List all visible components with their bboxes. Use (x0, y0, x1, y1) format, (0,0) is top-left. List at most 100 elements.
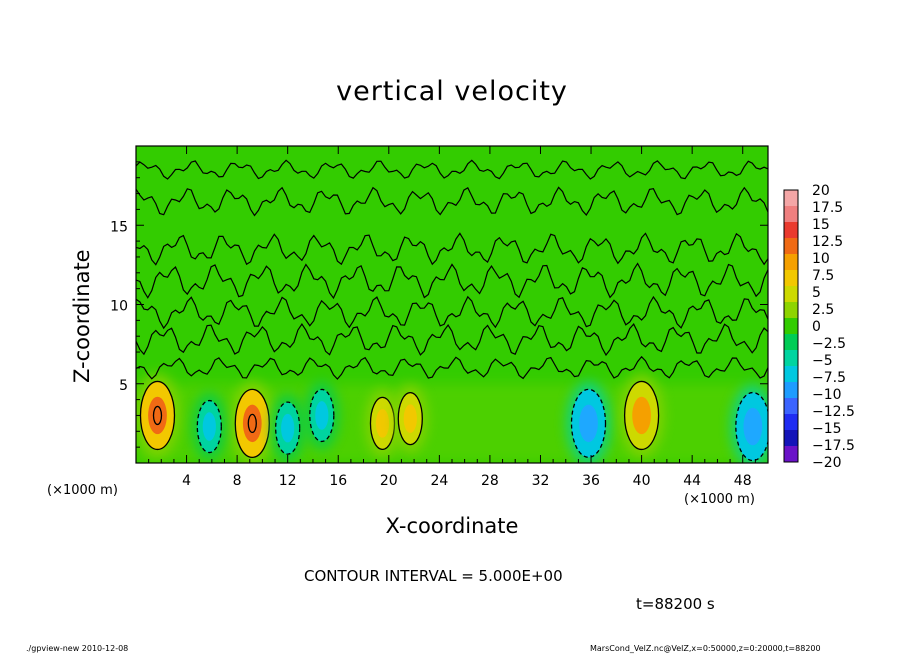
colorbar-label: −10 (812, 387, 842, 403)
colorbar-label: −7.5 (812, 370, 846, 386)
x-axis-label: X-coordinate (0, 514, 904, 538)
x-axis-label-text: X-coordinate (385, 514, 519, 538)
zero-contour-line (136, 159, 768, 180)
x-tick-label: 4 (182, 473, 191, 489)
y-tick-label: 5 (119, 378, 128, 394)
colorbar-swatch (784, 222, 798, 238)
colorbar-swatch (784, 446, 798, 462)
feature-core (281, 413, 295, 443)
feature-contour (570, 388, 607, 459)
feature-downdraft (730, 384, 768, 463)
colorbar-swatch (784, 238, 798, 254)
colorbar: 2017.51512.5107.552.50−2.5−5−7.5−10−12.5… (783, 183, 855, 471)
colorbar-label: 0 (812, 319, 821, 335)
feature-updraft (365, 389, 400, 458)
zero-contour-line (136, 355, 768, 380)
feature-core (202, 412, 216, 441)
colorbar-swatch (784, 414, 798, 430)
colorbar-label: 15 (812, 217, 830, 233)
feature-updraft (619, 373, 664, 458)
feature-core (148, 396, 167, 435)
y-tick-label: 15 (110, 219, 128, 235)
feature-updraft (230, 381, 275, 463)
colorbar-label: 2.5 (812, 302, 834, 318)
feature-contour (397, 391, 423, 446)
feature-core (242, 404, 262, 443)
colorbar-label: 12.5 (812, 234, 843, 250)
colorbar-swatch (784, 286, 798, 302)
x-tick-label: 44 (683, 473, 701, 489)
colorbar-label: −12.5 (812, 404, 855, 420)
feature-core (632, 396, 651, 435)
feature-core (403, 404, 417, 433)
colorbar-swatch (784, 318, 798, 334)
colorbar-label: 20 (812, 183, 830, 199)
feature-inner-contour (152, 405, 163, 426)
colorbar-label: 10 (812, 251, 830, 267)
feature-updraft (136, 373, 180, 458)
feature-core (743, 407, 763, 446)
feature-contour (309, 388, 335, 443)
x-tick-label: 20 (380, 473, 398, 489)
colorbar-swatch (784, 270, 798, 286)
footer-left: ./gpview-new 2010-12-08 (26, 644, 129, 653)
x-unit-left: (×1000 m) (47, 483, 118, 498)
colorbar-label: −5 (812, 353, 833, 369)
feature-core (315, 401, 329, 430)
x-tick-label: 28 (481, 473, 499, 489)
chart-title: vertical velocity (336, 76, 568, 107)
colorbar-swatch (784, 382, 798, 398)
feature-contour (275, 401, 301, 455)
colorbar-label: −15 (812, 421, 842, 437)
zero-contour-line (136, 232, 768, 266)
time-stamp: t=88200 s (636, 595, 715, 613)
feature-updraft (393, 384, 428, 453)
colorbar-swatch (784, 398, 798, 414)
feature-downdraft (566, 381, 611, 463)
x-tick-label: 48 (734, 473, 752, 489)
feature-downdraft (192, 392, 227, 461)
feature-contour (196, 399, 222, 454)
feature-downdraft (270, 394, 305, 463)
colorbar-swatch (784, 190, 798, 206)
x-tick-label: 36 (582, 473, 600, 489)
zero-contour-line (136, 262, 768, 300)
colorbar-swatch (784, 302, 798, 318)
colorbar-swatch (784, 334, 798, 350)
zero-contour-line (136, 295, 768, 330)
footer-right: MarsCond_VelZ.nc@VelZ,x=0:50000,z=0:2000… (590, 644, 821, 653)
colorbar-swatch (784, 430, 798, 446)
feature-core (375, 409, 390, 438)
feature-contour (139, 380, 176, 451)
colorbar-label: −20 (812, 455, 842, 471)
zero-contour-line (136, 323, 768, 357)
feature-inner-contour (247, 413, 257, 434)
x-unit-right: (×1000 m) (684, 492, 755, 507)
x-tick-label: 24 (430, 473, 448, 489)
x-tick-label: 40 (633, 473, 651, 489)
colorbar-border (783, 189, 799, 463)
colorbar-label: 7.5 (812, 268, 834, 284)
colorbar-label: 5 (812, 285, 821, 301)
colorbar-label: −2.5 (812, 336, 846, 352)
colorbar-swatch (784, 350, 798, 366)
zero-contour-line (136, 186, 768, 217)
plot-area (136, 146, 768, 463)
x-tick-label: 32 (532, 473, 550, 489)
feature-contour (234, 388, 270, 459)
feature-core (579, 404, 598, 443)
colorbar-swatch (784, 366, 798, 382)
x-tick-label: 8 (233, 473, 242, 489)
y-tick-label: 10 (110, 299, 128, 315)
feature-downdraft (304, 381, 339, 450)
x-tick-label: 12 (279, 473, 297, 489)
colorbar-label: 17.5 (812, 200, 843, 216)
colorbar-swatch (784, 254, 798, 270)
x-tick-label: 16 (329, 473, 347, 489)
colorbar-label: −17.5 (812, 438, 855, 454)
feature-contour (623, 380, 660, 451)
contour-interval: CONTOUR INTERVAL = 5.000E+00 (304, 567, 563, 585)
colorbar-swatch (784, 206, 798, 222)
